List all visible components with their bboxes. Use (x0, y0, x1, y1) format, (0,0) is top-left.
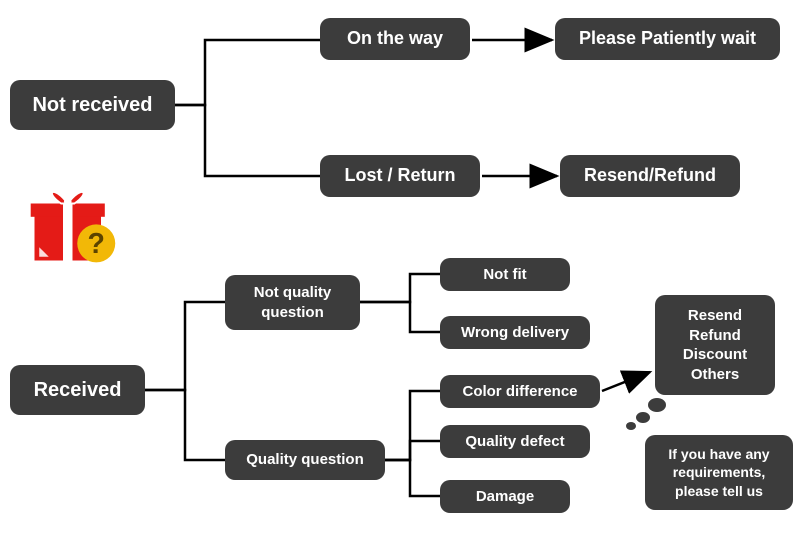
node-resend-refund-top: Resend/Refund (560, 155, 740, 197)
node-received: Received (10, 365, 145, 415)
node-requirements: If you have any requirements, please tel… (645, 435, 793, 510)
thought-dot-icon (636, 412, 650, 423)
node-please-wait: Please Patiently wait (555, 18, 780, 60)
node-quality-defect: Quality defect (440, 425, 590, 458)
gift-question-icon: ? (25, 175, 120, 270)
node-not-quality: Not quality question (225, 275, 360, 330)
node-damage: Damage (440, 480, 570, 513)
thought-dot-icon (648, 398, 666, 412)
node-lost-return: Lost / Return (320, 155, 480, 197)
node-quality: Quality question (225, 440, 385, 480)
thought-dot-icon (626, 422, 636, 430)
node-not-fit: Not fit (440, 258, 570, 291)
node-not-received: Not received (10, 80, 175, 130)
node-options: Resend Refund Discount Others (655, 295, 775, 395)
node-on-the-way: On the way (320, 18, 470, 60)
svg-text:?: ? (88, 228, 105, 260)
node-color-diff: Color difference (440, 375, 600, 408)
node-wrong-delivery: Wrong delivery (440, 316, 590, 349)
